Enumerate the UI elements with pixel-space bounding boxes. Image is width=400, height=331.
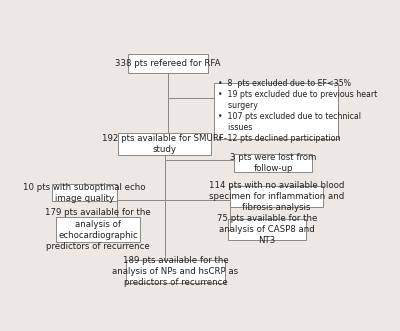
FancyBboxPatch shape <box>126 260 225 283</box>
Text: 3 pts were lost from
follow-up: 3 pts were lost from follow-up <box>230 153 316 173</box>
Text: 179 pts available for the
analysis of
echocardiographic
predictors of recurrence: 179 pts available for the analysis of ec… <box>45 209 151 251</box>
Text: 338 pts refereed for RFA: 338 pts refereed for RFA <box>115 60 220 69</box>
Text: •  8  pts excluded due to EF<35%
•  19 pts excluded due to previous heart
    su: • 8 pts excluded due to EF<35% • 19 pts … <box>218 79 378 143</box>
FancyBboxPatch shape <box>214 83 338 139</box>
Text: 10 pts with suboptimal echo
image quality: 10 pts with suboptimal echo image qualit… <box>23 183 145 203</box>
FancyBboxPatch shape <box>228 219 306 240</box>
Text: 192 pts available for SMURF-
study: 192 pts available for SMURF- study <box>102 134 227 154</box>
Text: 114 pts with no available blood
specimen for inflammation and
fibrosis analysis: 114 pts with no available blood specimen… <box>209 181 344 212</box>
FancyBboxPatch shape <box>118 133 211 155</box>
Text: 189 pts available for the
analysis of NPs and hsCRP as
predictors of recurrence: 189 pts available for the analysis of NP… <box>112 256 239 287</box>
FancyBboxPatch shape <box>56 217 140 242</box>
FancyBboxPatch shape <box>234 154 312 172</box>
Text: 75 pts available for the
analysis of CASP8 and
NT3: 75 pts available for the analysis of CAS… <box>217 214 317 245</box>
FancyBboxPatch shape <box>230 186 323 207</box>
FancyBboxPatch shape <box>128 54 208 73</box>
FancyBboxPatch shape <box>52 184 117 201</box>
